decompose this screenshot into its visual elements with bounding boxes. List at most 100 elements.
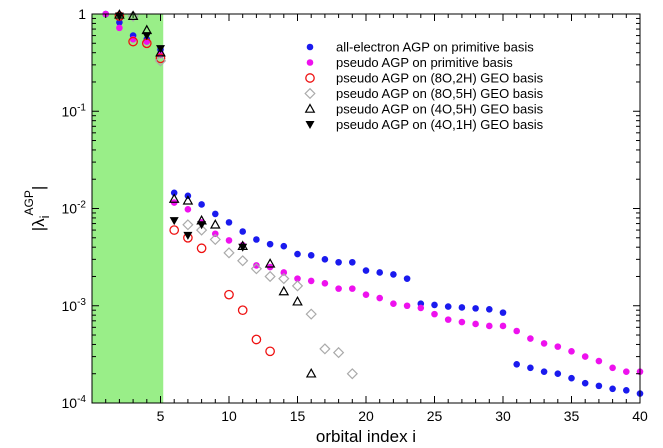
data-point: [595, 382, 603, 390]
y-tick-label: 10-2: [62, 200, 87, 217]
y-tick-base: 10: [62, 201, 78, 217]
data-point: [154, 55, 167, 67]
data-point: [349, 285, 356, 292]
data-point: [253, 236, 260, 243]
data-point: [609, 364, 616, 372]
legend-label: pseudo AGP on (8O,5H) GEO basis: [336, 86, 544, 101]
data-point: [212, 210, 219, 218]
legend-label: pseudo AGP on (8O,2H) GEO basis: [336, 71, 544, 86]
data-point: [568, 374, 575, 382]
legend-marker: [306, 59, 314, 66]
y-tick-exponent: -1: [77, 102, 86, 113]
data-point: [527, 364, 534, 372]
data-point: [499, 322, 507, 330]
data-point: [540, 340, 548, 347]
legend-marker: [304, 87, 316, 100]
data-point: [170, 189, 178, 197]
data-point: [156, 45, 165, 54]
data-point: [280, 242, 288, 250]
legend: all-electron AGP on primitive basispseud…: [304, 40, 544, 132]
data-point: [444, 303, 452, 310]
y-axis-title: |λiAGP|: [22, 186, 52, 232]
data-point: [212, 230, 219, 238]
data-point: [291, 280, 304, 292]
data-point: [238, 243, 248, 252]
data-point: [581, 353, 589, 360]
data-point: [305, 367, 317, 378]
data-point: [198, 201, 205, 208]
data-point: [253, 262, 260, 269]
data-point: [349, 258, 356, 266]
data-point: [554, 370, 562, 378]
data-point: [237, 305, 248, 316]
data-point: [183, 231, 193, 240]
data-point: [362, 291, 370, 298]
x-tick-label: 5: [157, 408, 165, 424]
y-tick-label: 1: [78, 6, 86, 22]
data-point: [116, 19, 123, 26]
data-point: [292, 295, 303, 306]
y-axis-title-close: |: [29, 186, 48, 190]
data-point: [169, 217, 179, 226]
data-point: [182, 195, 194, 205]
data-point: [128, 36, 138, 47]
data-point: [458, 318, 466, 326]
data-point: [209, 233, 221, 246]
data-point: [540, 368, 548, 375]
data-point: [278, 272, 290, 285]
data-point: [251, 334, 262, 345]
data-point: [182, 219, 194, 231]
data-point: [431, 301, 438, 309]
data-point: [225, 237, 233, 244]
data-point: [142, 32, 152, 41]
data-point: [266, 240, 274, 248]
x-tick-label: 10: [221, 408, 237, 424]
data-point: [581, 379, 589, 387]
data-point: [472, 305, 479, 312]
data-point: [568, 348, 575, 355]
x-tick-label: 40: [632, 408, 648, 424]
y-tick-exponent: -3: [77, 297, 86, 308]
x-tick-label: 30: [495, 408, 511, 424]
data-point: [362, 267, 370, 274]
data-point: [209, 219, 221, 229]
legend-label: pseudo AGP on (4O,5H) GEO basis: [336, 102, 544, 117]
y-tick-exponent: -4: [77, 394, 86, 405]
data-point: [305, 308, 317, 320]
data-point: [155, 53, 166, 64]
data-point: [332, 346, 345, 359]
y-axis-title-sub: i: [37, 215, 52, 218]
data-point: [196, 243, 207, 254]
data-point: [294, 275, 301, 282]
data-point: [513, 327, 520, 335]
data-point: [458, 304, 466, 311]
data-point: [116, 24, 123, 32]
x-axis-title: orbital index i: [316, 427, 416, 446]
data-point: [417, 304, 425, 312]
data-point: [294, 250, 301, 258]
data-point: [168, 193, 180, 203]
y-tick-label: 10-3: [62, 297, 87, 314]
data-point: [265, 346, 275, 357]
data-point: [195, 224, 208, 236]
data-point: [623, 387, 630, 394]
y-tick-base: 10: [62, 395, 78, 411]
data-point: [390, 271, 397, 278]
data-point: [376, 269, 384, 276]
data-point: [127, 10, 139, 20]
y-tick-label: 10-1: [62, 102, 87, 119]
y-tick-base: 10: [62, 103, 78, 119]
data-point: [431, 310, 438, 318]
data-point: [376, 294, 384, 302]
data-point: [321, 256, 329, 263]
data-point: [250, 263, 263, 275]
y-tick-exponent: -2: [77, 200, 86, 211]
data-point: [609, 385, 616, 393]
data-point: [224, 289, 234, 300]
y-ticks: 10-410-310-210-11: [62, 6, 640, 411]
data-point: [169, 225, 180, 235]
data-point: [513, 361, 520, 368]
series-3: [127, 10, 358, 380]
data-point: [319, 343, 331, 355]
